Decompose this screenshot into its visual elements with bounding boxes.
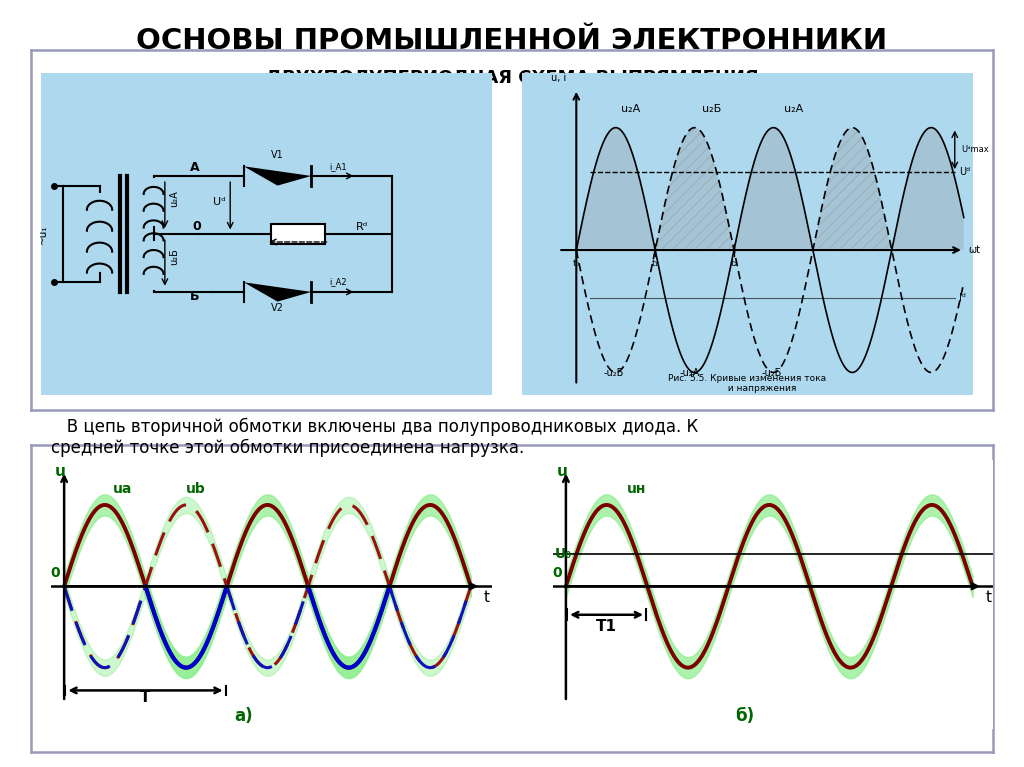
- Text: t₀: t₀: [572, 259, 580, 268]
- Text: -u₂A: -u₂A: [680, 367, 700, 377]
- Text: u₂A: u₂A: [622, 104, 641, 114]
- Text: u₂A: u₂A: [783, 104, 803, 114]
- Text: i_A2: i_A2: [330, 277, 347, 286]
- Text: Rᵈ: Rᵈ: [356, 222, 369, 232]
- Text: Б: Б: [189, 290, 199, 303]
- Text: б): б): [735, 706, 755, 725]
- Text: V2: V2: [271, 303, 284, 313]
- Text: T: T: [140, 690, 151, 705]
- Text: V1: V1: [271, 150, 284, 160]
- Text: u₂Б: u₂Б: [702, 104, 722, 114]
- Text: Uᵈ: Uᵈ: [959, 167, 971, 177]
- Text: t: t: [483, 591, 489, 605]
- Text: ub: ub: [186, 482, 206, 495]
- Text: T1: T1: [596, 619, 617, 634]
- Text: i_A1: i_A1: [330, 163, 347, 172]
- Text: В цепь вторичной обмотки включены два полупроводниковых диода. К
средней точке э: В цепь вторичной обмотки включены два по…: [51, 418, 698, 457]
- Text: ωt: ωt: [969, 245, 980, 255]
- Text: А: А: [189, 161, 200, 174]
- Text: Iᵈ: Iᵈ: [959, 293, 967, 304]
- Text: u, i: u, i: [551, 73, 566, 83]
- Text: ua: ua: [113, 482, 132, 495]
- Text: 0: 0: [50, 565, 60, 580]
- Text: u₂Б: u₂Б: [169, 248, 179, 265]
- Polygon shape: [244, 282, 311, 301]
- Text: a): a): [233, 706, 252, 725]
- Text: u₂A: u₂A: [169, 190, 179, 207]
- Text: -u₂Б: -u₂Б: [603, 367, 624, 377]
- Text: 0: 0: [191, 220, 201, 233]
- Polygon shape: [244, 166, 311, 186]
- Text: -u₂Б: -u₂Б: [761, 367, 781, 377]
- Text: 0: 0: [552, 565, 562, 580]
- Text: t₂: t₂: [730, 259, 737, 268]
- Text: t₁: t₁: [651, 259, 658, 268]
- Text: uн: uн: [627, 482, 646, 495]
- Text: Рис. 5.5. Кривые изменения тока
          и напряжения: Рис. 5.5. Кривые изменения тока и напряж…: [669, 374, 826, 393]
- Text: Uᵈ: Uᵈ: [213, 197, 225, 207]
- Text: u: u: [557, 465, 567, 479]
- Text: t: t: [985, 591, 991, 605]
- Text: U₀: U₀: [554, 547, 571, 561]
- Text: ДВУХПОЛУПЕРИОДНАЯ СХЕМА ВЫПРЯМЛЕНИЯ: ДВУХПОЛУПЕРИОДНАЯ СХЕМА ВЫПРЯМЛЕНИЯ: [265, 68, 759, 86]
- Bar: [270, 224, 325, 244]
- Text: ~u₁: ~u₁: [38, 224, 48, 244]
- Text: ОСНОВЫ ПРОМЫШЛЕННОЙ ЭЛЕКТРОННИКИ: ОСНОВЫ ПРОМЫШЛЕННОЙ ЭЛЕКТРОННИКИ: [136, 27, 888, 55]
- Text: Uᵈmax: Uᵈmax: [962, 146, 989, 154]
- Text: u: u: [55, 465, 66, 479]
